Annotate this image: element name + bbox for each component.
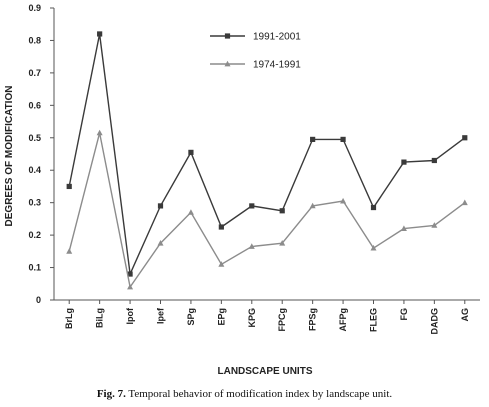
data-point-ipof <box>127 271 133 277</box>
data-point-brlg <box>66 248 73 254</box>
x-tick-label-fg: FG <box>399 308 409 321</box>
y-tick-label: 0.9 <box>28 3 41 13</box>
data-point-ag <box>461 199 468 206</box>
series-line-1991-2001 <box>68 33 466 277</box>
legend-label: 1991-2001 <box>253 32 301 43</box>
data-point-epg <box>218 224 224 230</box>
data-point-spg <box>187 209 194 215</box>
data-point-fg <box>400 225 407 232</box>
x-tick-label-afpg: AFPg <box>338 308 348 332</box>
series-1974-1991 <box>66 129 468 290</box>
y-tick-label: 0.5 <box>28 133 41 143</box>
data-point-epg <box>218 261 225 267</box>
x-tick-label-ipef: Ipef <box>156 307 166 324</box>
y-tick-label: 0.2 <box>28 230 41 240</box>
legend-label: 1974-1991 <box>253 60 301 71</box>
data-point-kpg <box>249 203 255 209</box>
y-tick-label: 0.1 <box>28 263 41 273</box>
y-tick-label: 0.3 <box>28 198 41 208</box>
legend-item-1974-1991: 1974-1991 <box>210 60 301 71</box>
legend-item-1991-2001: 1991-2001 <box>210 32 301 43</box>
figure-caption: Fig. 7. Temporal behavior of modificatio… <box>0 388 489 400</box>
data-point-kpg <box>248 243 255 249</box>
data-point-fpcg <box>279 240 286 246</box>
data-point-ipef <box>157 240 164 246</box>
series-1991-2001 <box>66 31 468 277</box>
data-point-bilg <box>97 31 103 37</box>
data-point-dadg <box>431 222 438 228</box>
data-point-spg <box>188 149 194 155</box>
data-point-afpg <box>340 136 346 142</box>
data-point-dadg <box>431 157 437 164</box>
caption-label: Fig. 7. <box>96 388 126 400</box>
y-tick-label: 0.7 <box>28 68 41 78</box>
x-tick-label-ag: AG <box>460 308 470 322</box>
x-tick-label-fpcg: FPCg <box>277 308 287 332</box>
x-tick-label-dadg: DADG <box>429 308 439 335</box>
data-point-fleg <box>370 204 377 211</box>
y-tick-label: 0.4 <box>28 165 41 175</box>
y-axis-title: DEGREES OF MODIFICATION <box>4 86 15 227</box>
legend: 1991-2001 1974-1991 <box>210 32 301 71</box>
legend-marker-triangle <box>224 60 231 67</box>
x-tick-label-ipof: Ipof <box>125 307 135 324</box>
data-point-fpsg <box>309 202 316 209</box>
data-point-bilg <box>96 129 103 136</box>
data-point-fpcg <box>279 208 285 214</box>
x-tick-label-spg: SPg <box>186 308 196 326</box>
data-point-ag <box>462 135 468 141</box>
data-point-afpg <box>340 197 347 204</box>
data-point-ipef <box>157 203 164 209</box>
y-tick-label: 0.6 <box>28 100 41 110</box>
x-axis-title: LANDSCAPE UNITS <box>217 366 312 377</box>
y-axis-ticks: 0 0.1 0.2 0.3 0.4 0.5 0.6 0.7 0.8 0.9 <box>28 3 54 305</box>
x-tick-label-epg: EPg <box>216 308 226 326</box>
data-point-fpsg <box>310 136 316 142</box>
legend-marker-square <box>224 33 231 39</box>
x-tick-label-brlg: BrLg <box>64 308 74 329</box>
caption-text: Temporal behavior of modification index … <box>125 388 393 400</box>
x-tick-label-kpg: KPG <box>247 308 257 328</box>
x-tick-label-bilg: BiLg <box>95 308 105 328</box>
series-layer <box>66 31 468 290</box>
x-axis-ticks: BrLg BiLg Ipof Ipef SPg EPg KPG FPCg FPSg AFPg FLE… <box>64 300 470 335</box>
x-tick-label-fleg: FLEG <box>369 308 379 332</box>
chart-axes <box>53 8 480 301</box>
data-point-fleg <box>370 244 377 251</box>
y-tick-label: 0 <box>36 295 41 305</box>
series-line-1974-1991 <box>68 132 466 289</box>
data-point-brlg <box>66 183 72 190</box>
data-point-fg <box>401 159 407 165</box>
data-point-ipof <box>127 283 134 290</box>
x-tick-label-fpsg: FPSg <box>308 308 318 331</box>
y-tick-label: 0.8 <box>28 35 41 45</box>
